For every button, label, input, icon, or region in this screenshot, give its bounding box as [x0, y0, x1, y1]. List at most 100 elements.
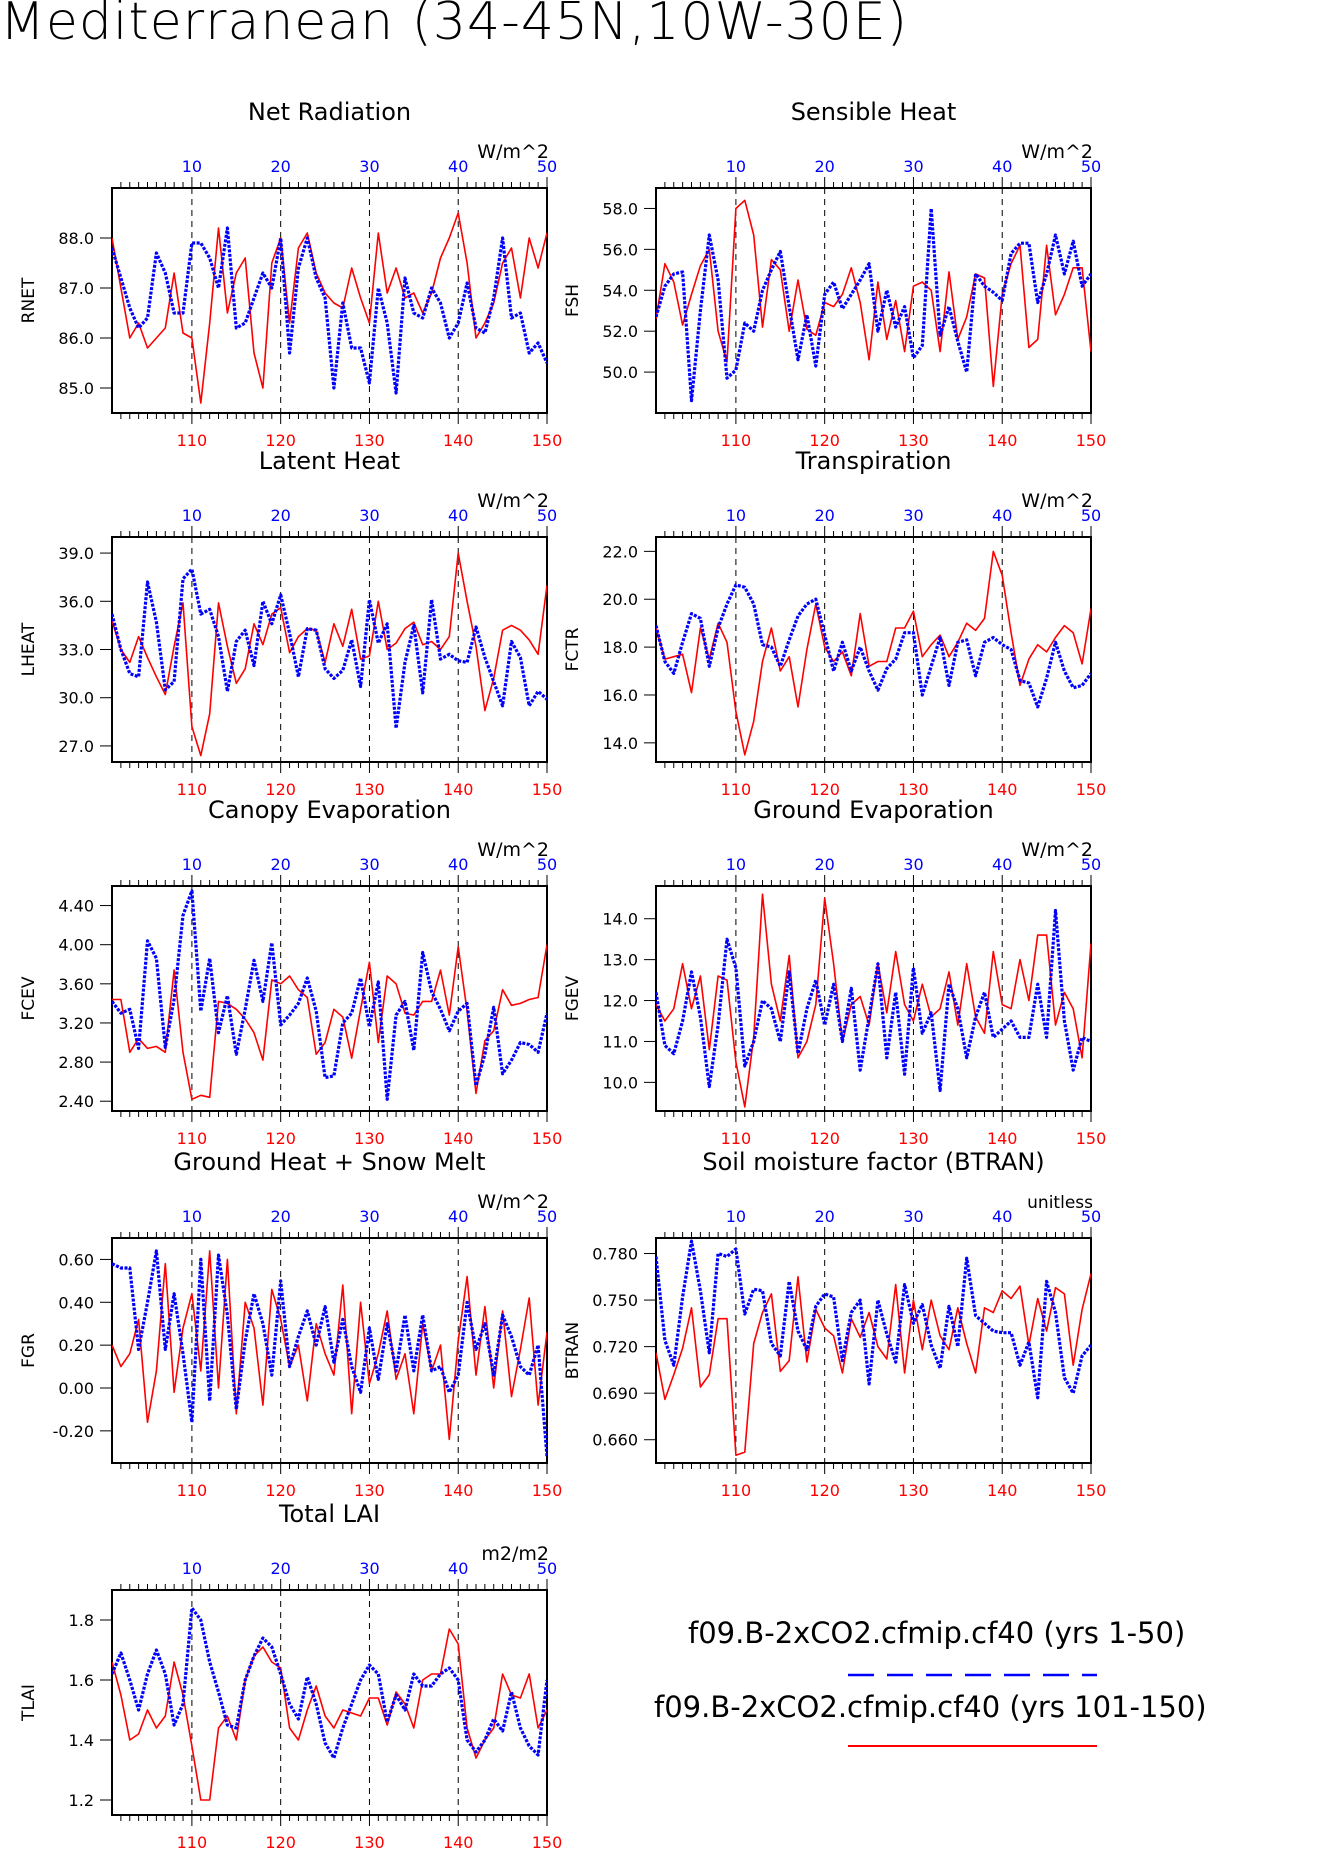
chart-fgr: Ground Heat + Snow Melt W/m^2 10 20 30 40 50 11…: [19, 1148, 562, 1500]
tick-label-bottom: 110: [177, 780, 208, 799]
tick-label-y: 22.0: [602, 542, 638, 561]
series-line-yrs-1-50: [112, 226, 547, 395]
plot-frame: [655, 1237, 1092, 1464]
tick-label-top: 10: [182, 1207, 202, 1226]
series-line-yrs-101-150: [656, 1273, 1091, 1456]
tick-label-top: 20: [814, 506, 834, 525]
tick-label-top: 50: [537, 506, 557, 525]
tick-label-top: 30: [903, 855, 923, 874]
chart-btran: Soil moisture factor (BTRAN) unitless 10 20…: [563, 1148, 1106, 1500]
chart-rnet: Net Radiation W/m^2 10 20 30 40 50 110 120 130 140…: [19, 98, 562, 450]
tick-label-top: 10: [726, 506, 746, 525]
units-label: W/m^2: [477, 490, 549, 512]
plot-area: [656, 1239, 1091, 1456]
tick-label-y: 12.0: [602, 992, 638, 1011]
y-axis-label: TLAI: [19, 1684, 39, 1722]
tick-label-top: 50: [1081, 1207, 1101, 1226]
series-line-yrs-101-150: [112, 1628, 547, 1801]
tick-label-y: 0.60: [58, 1250, 94, 1269]
series-line-yrs-1-50: [656, 583, 1091, 709]
plot-frame: [111, 1237, 548, 1464]
series-line-yrs-1-50: [656, 1239, 1091, 1400]
tick-label-top: 50: [1081, 506, 1101, 525]
tick-label-top: 50: [537, 157, 557, 176]
tick-label-top: 10: [182, 855, 202, 874]
tick-label-y: 39.0: [58, 544, 94, 563]
plot-frame: [111, 885, 548, 1112]
tick-label-top: 50: [1081, 157, 1101, 176]
series-line-yrs-1-50: [112, 889, 547, 1101]
tick-label-top: 20: [270, 157, 290, 176]
plot-area: [112, 1249, 547, 1457]
chart-fgev: Ground Evaporation W/m^2 10 20 30 40 50 110 120 1…: [563, 796, 1106, 1148]
tick-label-y: -0.20: [53, 1422, 94, 1441]
tick-label-top: 40: [992, 157, 1012, 176]
tick-label-top: 30: [903, 1207, 923, 1226]
plot-frame: [111, 1589, 548, 1816]
tick-label-bottom: 140: [987, 780, 1018, 799]
tick-label-y: 86.0: [58, 329, 94, 348]
tick-label-top: 50: [537, 1207, 557, 1226]
units-label: W/m^2: [477, 1191, 549, 1213]
tick-label-bottom: 130: [898, 1129, 929, 1148]
tick-label-top: 10: [726, 1207, 746, 1226]
tick-label-bottom: 150: [1076, 1129, 1107, 1148]
tick-label-y: 14.0: [602, 734, 638, 753]
tick-label-top: 20: [270, 855, 290, 874]
tick-label-bottom: 130: [354, 780, 385, 799]
plot-area: [112, 552, 547, 757]
tick-label-y: 0.720: [592, 1338, 638, 1357]
tick-label-top: 20: [814, 855, 834, 874]
chart-title: Ground Heat + Snow Melt: [173, 1148, 485, 1176]
tick-label-y: 13.0: [602, 951, 638, 970]
tick-label-bottom: 120: [265, 780, 296, 799]
chart-tlai: Total LAI m2/m2 10 20 30 40 50 110 120 130 140 150 1…: [19, 1500, 562, 1849]
series-line-yrs-1-50: [112, 567, 547, 730]
tick-label-top: 20: [814, 157, 834, 176]
tick-label-bottom: 110: [721, 780, 752, 799]
tick-label-bottom: 120: [265, 1481, 296, 1500]
tick-label-y: 0.780: [592, 1245, 638, 1264]
tick-label-y: 88.0: [58, 229, 94, 248]
tick-label-bottom: 140: [443, 1481, 474, 1500]
tick-label-bottom: 110: [177, 1481, 208, 1500]
tick-label-bottom: 150: [532, 1129, 563, 1148]
tick-label-bottom: 110: [177, 1833, 208, 1849]
tick-label-bottom: 120: [809, 431, 840, 450]
tick-label-y: 54.0: [602, 281, 638, 300]
tick-label-top: 30: [359, 855, 379, 874]
tick-label-bottom: 130: [898, 780, 929, 799]
tick-label-top: 50: [537, 1559, 557, 1578]
tick-label-bottom: 110: [721, 1481, 752, 1500]
tick-label-top: 10: [726, 157, 746, 176]
tick-label-y: 58.0: [602, 199, 638, 218]
plot-area: [656, 199, 1091, 403]
chart-fcev: Canopy Evaporation W/m^2 10 20 30 40 50 110 120 1…: [19, 796, 562, 1148]
tick-label-top: 40: [448, 1559, 468, 1578]
chart-title: Net Radiation: [248, 98, 411, 126]
tick-label-top: 40: [992, 855, 1012, 874]
tick-label-bottom: 140: [987, 1481, 1018, 1500]
y-axis-label: FSH: [563, 284, 583, 317]
tick-label-bottom: 140: [987, 1129, 1018, 1148]
chart-fctr: Transpiration W/m^2 10 20 30 40 50 110 120 130 140…: [563, 447, 1106, 799]
legend-label-yrs-1-50: f09.B-2xCO2.cfmip.cf40 (yrs 1-50): [688, 1616, 1186, 1650]
y-axis-label: BTRAN: [563, 1322, 583, 1380]
tick-label-bottom: 120: [265, 1833, 296, 1849]
tick-label-bottom: 130: [354, 1129, 385, 1148]
chart-title: Transpiration: [795, 447, 952, 475]
units-label: m2/m2: [481, 1543, 549, 1565]
tick-label-top: 30: [359, 1559, 379, 1578]
plot-frame: [655, 187, 1092, 414]
tick-label-y: 4.00: [58, 936, 94, 955]
tick-label-y: 56.0: [602, 240, 638, 259]
tick-label-bottom: 150: [532, 780, 563, 799]
chart-title: Total LAI: [278, 1500, 380, 1528]
tick-label-top: 40: [448, 1207, 468, 1226]
tick-label-bottom: 120: [265, 1129, 296, 1148]
tick-label-bottom: 110: [721, 1129, 752, 1148]
tick-label-y: 4.40: [58, 897, 94, 916]
tick-label-y: 52.0: [602, 322, 638, 341]
tick-label-top: 30: [359, 1207, 379, 1226]
tick-label-y: 18.0: [602, 638, 638, 657]
